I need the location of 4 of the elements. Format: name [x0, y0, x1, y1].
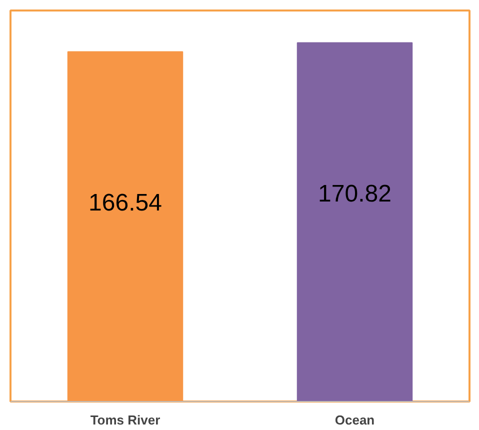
data-label: 170.82 [318, 180, 392, 208]
x-tick-label: Ocean [334, 412, 375, 428]
x-tick-label: Toms River [90, 412, 160, 428]
data-label: 166.54 [88, 189, 162, 216]
